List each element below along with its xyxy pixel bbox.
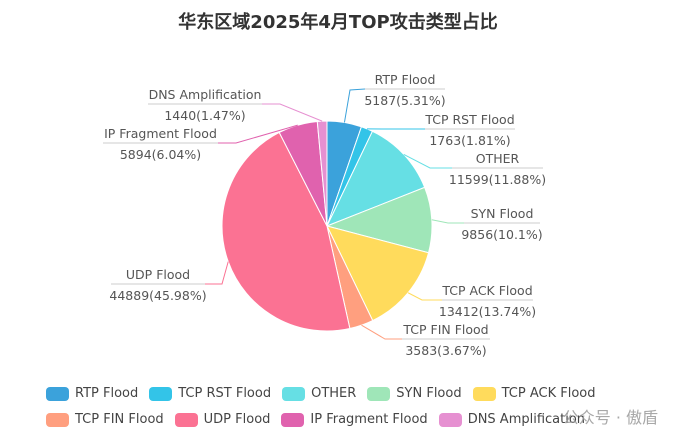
legend-label: TCP RST Flood	[178, 386, 272, 401]
legend-swatch	[46, 386, 69, 401]
legend-row: RTP Flood TCP RST Flood OTHER SYN Flood TCP …	[46, 386, 607, 401]
legend-label: OTHER	[311, 386, 357, 401]
slice-label-name: RTP Flood	[375, 72, 436, 87]
leader-line	[218, 124, 298, 144]
legend-label: RTP Flood	[75, 386, 139, 401]
leader-line	[343, 88, 366, 123]
legend-label: TCP FIN Flood	[75, 412, 164, 427]
legend-item-ip-fragment-flood[interactable]: IP Fragment Flood	[281, 412, 428, 427]
legend-item-udp-flood[interactable]: UDP Flood	[174, 412, 271, 427]
slice-label-name: TCP ACK Flood	[441, 283, 532, 298]
legend-swatch	[46, 412, 69, 427]
legend-label: IP Fragment Flood	[310, 412, 428, 427]
legend-swatch	[149, 386, 173, 401]
legend-swatch	[472, 386, 496, 401]
pie-slice-tcp-ack-flood[interactable]	[326, 225, 430, 322]
legend-label: SYN Flood	[396, 386, 462, 401]
pie-slice-udp-flood[interactable]	[221, 131, 351, 332]
leader-line	[403, 153, 452, 169]
legend-label: UDP Flood	[203, 412, 271, 427]
legend-item-syn-flood[interactable]: SYN Flood	[367, 386, 462, 401]
legend-swatch	[174, 412, 198, 427]
legend-swatch	[282, 386, 306, 401]
slice-label-name: DNS Amplification	[149, 87, 262, 102]
legend-row: TCP FIN Flood UDP Flood IP Fragment Flood D…	[46, 412, 596, 427]
watermark: 公众号 · 傲盾	[562, 408, 658, 427]
legend-item-tcp-rst-flood[interactable]: TCP RST Flood	[149, 386, 271, 401]
slice-label-value: 5187(5.31%)	[364, 93, 445, 108]
slice-label-value: 44889(45.98%)	[109, 288, 206, 303]
legend-item-tcp-fin-flood[interactable]: TCP FIN Flood	[46, 412, 164, 427]
legend-label: TCP ACK Flood	[501, 386, 596, 401]
leader-line	[361, 324, 402, 340]
slice-label-name: IP Fragment Flood	[104, 126, 217, 141]
slice-label-value: 3583(3.67%)	[405, 343, 486, 358]
legend-item-other[interactable]: OTHER	[282, 386, 356, 401]
legend-label: DNS Amplification	[467, 412, 586, 427]
slice-label-name: OTHER	[476, 151, 520, 166]
chart-title: 华东区域2025年4月TOP攻击类型占比	[178, 12, 498, 33]
leader-line	[407, 292, 442, 301]
slice-label-value: 1440(1.47%)	[164, 108, 245, 123]
pie-slice-other[interactable]	[325, 130, 426, 227]
legend-swatch	[367, 386, 391, 401]
slice-label-value: 9856(10.1%)	[461, 227, 542, 242]
leader-line	[205, 261, 229, 285]
slice-label-name: TCP FIN Flood	[402, 322, 488, 337]
slice-label-value: 11599(11.88%)	[449, 172, 546, 187]
slice-label-name: SYN Flood	[471, 206, 534, 221]
slice-label-value: 13412(13.74%)	[439, 304, 536, 319]
legend-item-rtp-flood[interactable]: RTP Flood	[46, 386, 138, 401]
slice-label-value: 1763(1.81%)	[429, 133, 510, 148]
slice-label-name: UDP Flood	[126, 267, 190, 282]
legend-swatch	[281, 412, 305, 427]
legend-item-tcp-ack-flood[interactable]: TCP ACK Flood	[472, 386, 596, 401]
legend-item-dns-amplification[interactable]: DNS Amplification	[438, 412, 586, 427]
leader-line	[262, 103, 323, 122]
legend-swatch	[438, 412, 462, 427]
leader-line	[431, 219, 464, 224]
slice-label-name: TCP RST Flood	[424, 112, 514, 127]
slice-label-value: 5894(6.04%)	[120, 147, 201, 162]
